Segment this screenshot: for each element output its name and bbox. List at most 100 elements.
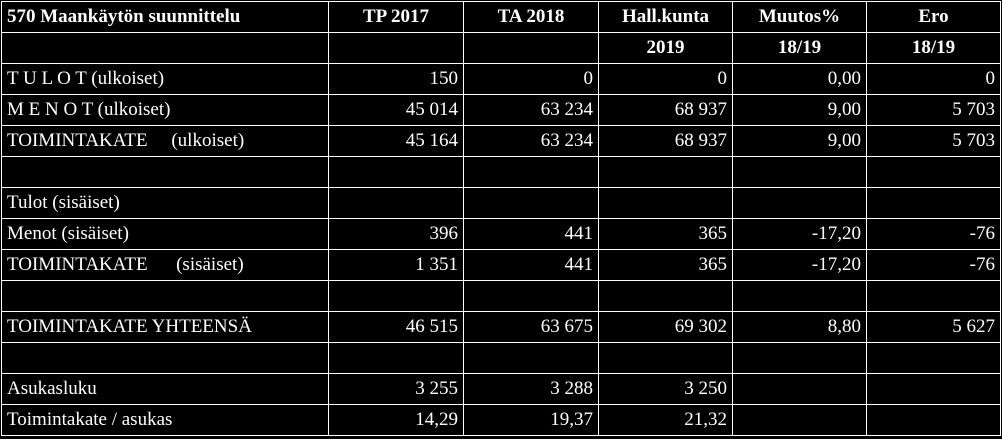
row-label — [1, 342, 329, 374]
cell-hallkunta: 68 937 — [598, 94, 733, 126]
cell-tp2017 — [328, 187, 464, 219]
cell-hallkunta: 0 — [598, 63, 733, 95]
cell-muutos: 0,00 — [732, 63, 867, 95]
cell-hallkunta: 68 937 — [598, 125, 733, 157]
cell-hallkunta — [598, 342, 733, 374]
row-label: M E N O T (ulkoiset) — [1, 94, 329, 126]
cell-tp2017: 45 014 — [328, 94, 464, 126]
col-subheader-hallkunta: 2019 — [598, 32, 733, 64]
col-header-muutos: Muutos% — [732, 1, 867, 33]
header-row-2-empty — [1, 32, 329, 64]
cell-muutos — [732, 187, 867, 219]
row-label: Tulot (sisäiset) — [1, 187, 329, 219]
cell-ta2018: 63 234 — [463, 125, 599, 157]
col-header-tp2017: TP 2017 — [328, 1, 464, 33]
cell-hallkunta — [598, 187, 733, 219]
cell-ta2018 — [463, 342, 599, 374]
col-header-ero: Ero — [866, 1, 1001, 33]
cell-ero: 5 627 — [866, 311, 1001, 343]
col-header-ta2018: TA 2018 — [463, 1, 599, 33]
table-row: Menot (sisäiset) 396 441 365 -17,20 -76 — [1, 218, 1001, 250]
cell-tp2017: 45 164 — [328, 125, 464, 157]
row-label: TOIMINTAKATE (sisäiset) — [1, 249, 329, 281]
cell-tp2017: 396 — [328, 218, 464, 250]
cell-ero — [866, 373, 1001, 405]
header-row-2-empty — [328, 32, 464, 64]
cell-tp2017 — [328, 280, 464, 312]
header-row-1: 570 Maankäytön suunnittelu TP 2017 TA 20… — [1, 1, 1001, 33]
cell-ero — [866, 156, 1001, 188]
cell-hallkunta: 365 — [598, 249, 733, 281]
table-title: 570 Maankäytön suunnittelu — [1, 1, 329, 33]
table-row: M E N O T (ulkoiset) 45 014 63 234 68 937 9,… — [1, 94, 1001, 126]
cell-tp2017: 1 351 — [328, 249, 464, 281]
table-row: TOIMINTAKATE (ulkoiset) 45 164 63 234 68 93… — [1, 125, 1001, 157]
table-body: T U L O T (ulkoiset) 150 0 0 0,00 0 M E N O T … — [1, 63, 1001, 436]
cell-ero — [866, 404, 1001, 436]
row-label: Asukasluku — [1, 373, 329, 405]
header-row-2-empty — [463, 32, 599, 64]
cell-ero — [866, 342, 1001, 374]
cell-tp2017 — [328, 342, 464, 374]
cell-ero: 5 703 — [866, 94, 1001, 126]
cell-ero: 5 703 — [866, 125, 1001, 157]
cell-ta2018: 19,37 — [463, 404, 599, 436]
cell-ero: -76 — [866, 218, 1001, 250]
cell-ta2018: 63 234 — [463, 94, 599, 126]
cell-muutos — [732, 156, 867, 188]
cell-ta2018 — [463, 280, 599, 312]
row-label: TOIMINTAKATE (ulkoiset) — [1, 125, 329, 157]
table-row: Toimintakate / asukas 14,29 19,37 21,32 — [1, 404, 1001, 436]
cell-muutos: -17,20 — [732, 218, 867, 250]
cell-muutos — [732, 342, 867, 374]
cell-ta2018 — [463, 156, 599, 188]
table-row: Asukasluku 3 255 3 288 3 250 — [1, 373, 1001, 405]
cell-muutos — [732, 373, 867, 405]
row-label — [1, 156, 329, 188]
cell-tp2017: 3 255 — [328, 373, 464, 405]
cell-ta2018 — [463, 187, 599, 219]
cell-hallkunta: 365 — [598, 218, 733, 250]
row-label: T U L O T (ulkoiset) — [1, 63, 329, 95]
cell-muutos: -17,20 — [732, 249, 867, 281]
row-label: Menot (sisäiset) — [1, 218, 329, 250]
cell-ero: 0 — [866, 63, 1001, 95]
row-label: TOIMINTAKATE YHTEENSÄ — [1, 311, 329, 343]
table-row: Tulot (sisäiset) — [1, 187, 1001, 219]
cell-tp2017 — [328, 156, 464, 188]
table-row — [1, 342, 1001, 374]
table-row — [1, 156, 1001, 188]
table-row: TOIMINTAKATE (sisäiset) 1 351 441 365 -17,20… — [1, 249, 1001, 281]
cell-ero: -76 — [866, 249, 1001, 281]
cell-ero — [866, 280, 1001, 312]
cell-muutos: 8,80 — [732, 311, 867, 343]
cell-muutos — [732, 404, 867, 436]
cell-tp2017: 14,29 — [328, 404, 464, 436]
cell-muutos: 9,00 — [732, 125, 867, 157]
col-header-hallkunta: Hall.kunta — [598, 1, 733, 33]
row-label: Toimintakate / asukas — [1, 404, 329, 436]
cell-hallkunta: 3 250 — [598, 373, 733, 405]
cell-tp2017: 150 — [328, 63, 464, 95]
cell-ta2018: 441 — [463, 249, 599, 281]
col-subheader-muutos: 18/19 — [732, 32, 867, 64]
col-subheader-ero: 18/19 — [866, 32, 1001, 64]
cell-ta2018: 3 288 — [463, 373, 599, 405]
cell-hallkunta — [598, 156, 733, 188]
header-row-2: 2019 18/19 18/19 — [1, 32, 1001, 64]
cell-ta2018: 441 — [463, 218, 599, 250]
cell-ero — [866, 187, 1001, 219]
row-label — [1, 280, 329, 312]
cell-tp2017: 46 515 — [328, 311, 464, 343]
cell-hallkunta: 69 302 — [598, 311, 733, 343]
cell-ta2018: 0 — [463, 63, 599, 95]
cell-hallkunta — [598, 280, 733, 312]
table-row — [1, 280, 1001, 312]
table-row: T U L O T (ulkoiset) 150 0 0 0,00 0 — [1, 63, 1001, 95]
cell-ta2018: 63 675 — [463, 311, 599, 343]
cell-muutos — [732, 280, 867, 312]
cell-hallkunta: 21,32 — [598, 404, 733, 436]
cell-muutos: 9,00 — [732, 94, 867, 126]
table-row: TOIMINTAKATE YHTEENSÄ 46 515 63 675 69 302 8… — [1, 311, 1001, 343]
